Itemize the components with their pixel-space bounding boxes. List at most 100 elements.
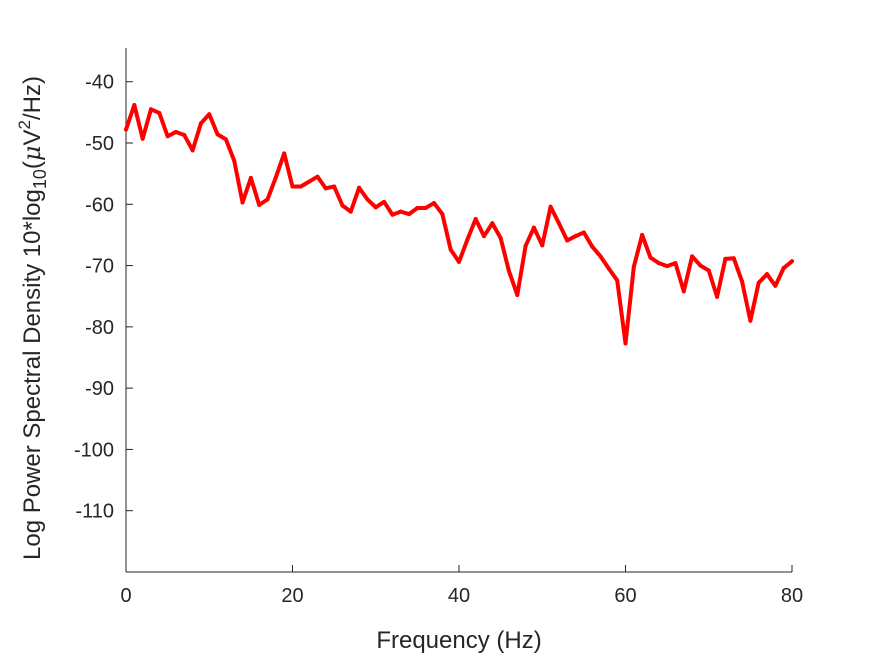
data-point [382, 199, 387, 204]
data-point [773, 283, 778, 288]
data-point [323, 186, 328, 191]
ticks: 0 20 40 60 80 -110 -100 -90 -80 -70 -60 -50 -40 [74, 72, 803, 607]
series-layer [124, 103, 794, 346]
y-tick-label: -40 [85, 72, 114, 94]
data-point [415, 205, 420, 210]
data-point [606, 266, 611, 271]
y-axis-label: Log Power Spectral Density 10*log10(μV2/… [15, 76, 50, 560]
data-point [448, 247, 453, 252]
y-axis-label-prefix: Log Power Spectral Density 10*log [19, 189, 46, 560]
data-point [190, 148, 195, 153]
y-axis-label-subscript: 10 [30, 169, 50, 189]
data-point [265, 197, 270, 202]
x-tick-label: 20 [281, 585, 303, 607]
y-axis-label-mu: μ [18, 145, 46, 161]
data-point [781, 266, 786, 271]
data-point [506, 269, 511, 274]
data-point [623, 341, 628, 346]
data-point [340, 203, 345, 208]
y-tick-label: -50 [85, 133, 114, 155]
data-point [523, 243, 528, 248]
data-point [731, 256, 736, 261]
y-tick-label: -100 [74, 439, 114, 461]
data-point [531, 225, 536, 230]
data-point [740, 279, 745, 284]
data-point [273, 175, 278, 180]
data-point [498, 235, 503, 240]
data-point [490, 221, 495, 226]
data-point [307, 179, 312, 184]
y-tick-label: -90 [85, 378, 114, 400]
data-point [140, 136, 145, 141]
data-point [240, 200, 245, 205]
data-point [440, 212, 445, 217]
x-tick-label: 0 [120, 585, 131, 607]
data-point [298, 184, 303, 189]
data-point [207, 112, 212, 117]
y-tick-label: -60 [85, 194, 114, 216]
data-point [373, 205, 378, 210]
data-point [290, 184, 295, 189]
data-point [407, 212, 412, 217]
data-point [423, 205, 428, 210]
data-point [698, 263, 703, 268]
data-point [465, 237, 470, 242]
data-point [223, 137, 228, 142]
data-point [198, 121, 203, 126]
y-axis-label-open-paren: ( [19, 161, 46, 169]
data-point [457, 259, 461, 264]
axes [125, 48, 792, 573]
data-point [173, 129, 178, 134]
data-point [257, 202, 262, 207]
data-point [124, 127, 128, 132]
data-point [182, 133, 187, 138]
data-point [315, 174, 320, 179]
y-axis-label-tail: /Hz) [19, 76, 46, 120]
data-point [548, 204, 553, 209]
data-point [540, 243, 545, 248]
x-tick-label: 40 [448, 585, 470, 607]
data-point [790, 259, 794, 264]
data-point [398, 209, 403, 214]
data-point [132, 103, 137, 107]
x-axis-label: Frequency (Hz) [376, 627, 541, 654]
data-point [357, 185, 362, 190]
data-point [282, 151, 287, 156]
data-point [640, 232, 645, 237]
y-axis-label-superscript: 2 [15, 120, 34, 129]
data-point [656, 261, 661, 266]
data-point [765, 272, 770, 277]
data-point [723, 256, 728, 261]
data-point [565, 238, 570, 243]
y-tick-label: -110 [75, 501, 114, 523]
data-point [715, 294, 720, 299]
data-point [648, 255, 653, 260]
data-point [215, 132, 220, 137]
data-point [348, 209, 353, 214]
data-point [556, 221, 561, 226]
data-point [473, 216, 478, 221]
y-tick-label: -70 [85, 256, 114, 278]
x-tick-label: 80 [781, 585, 803, 607]
data-point [432, 201, 437, 206]
data-point [365, 197, 370, 202]
data-point [157, 110, 162, 115]
data-point [481, 234, 486, 239]
y-tick-label: -80 [85, 317, 114, 339]
data-point [631, 264, 636, 269]
y-axis-label-unit: V [19, 129, 46, 145]
data-point [706, 268, 711, 273]
data-point [681, 289, 686, 294]
data-point [590, 244, 595, 249]
data-point [515, 292, 520, 297]
x-tick-label: 60 [614, 585, 636, 607]
data-point [756, 280, 761, 285]
data-point [581, 230, 586, 235]
data-point [148, 107, 153, 112]
data-point [390, 212, 395, 217]
data-point [690, 254, 695, 259]
data-point [232, 158, 237, 163]
data-point [248, 175, 253, 180]
